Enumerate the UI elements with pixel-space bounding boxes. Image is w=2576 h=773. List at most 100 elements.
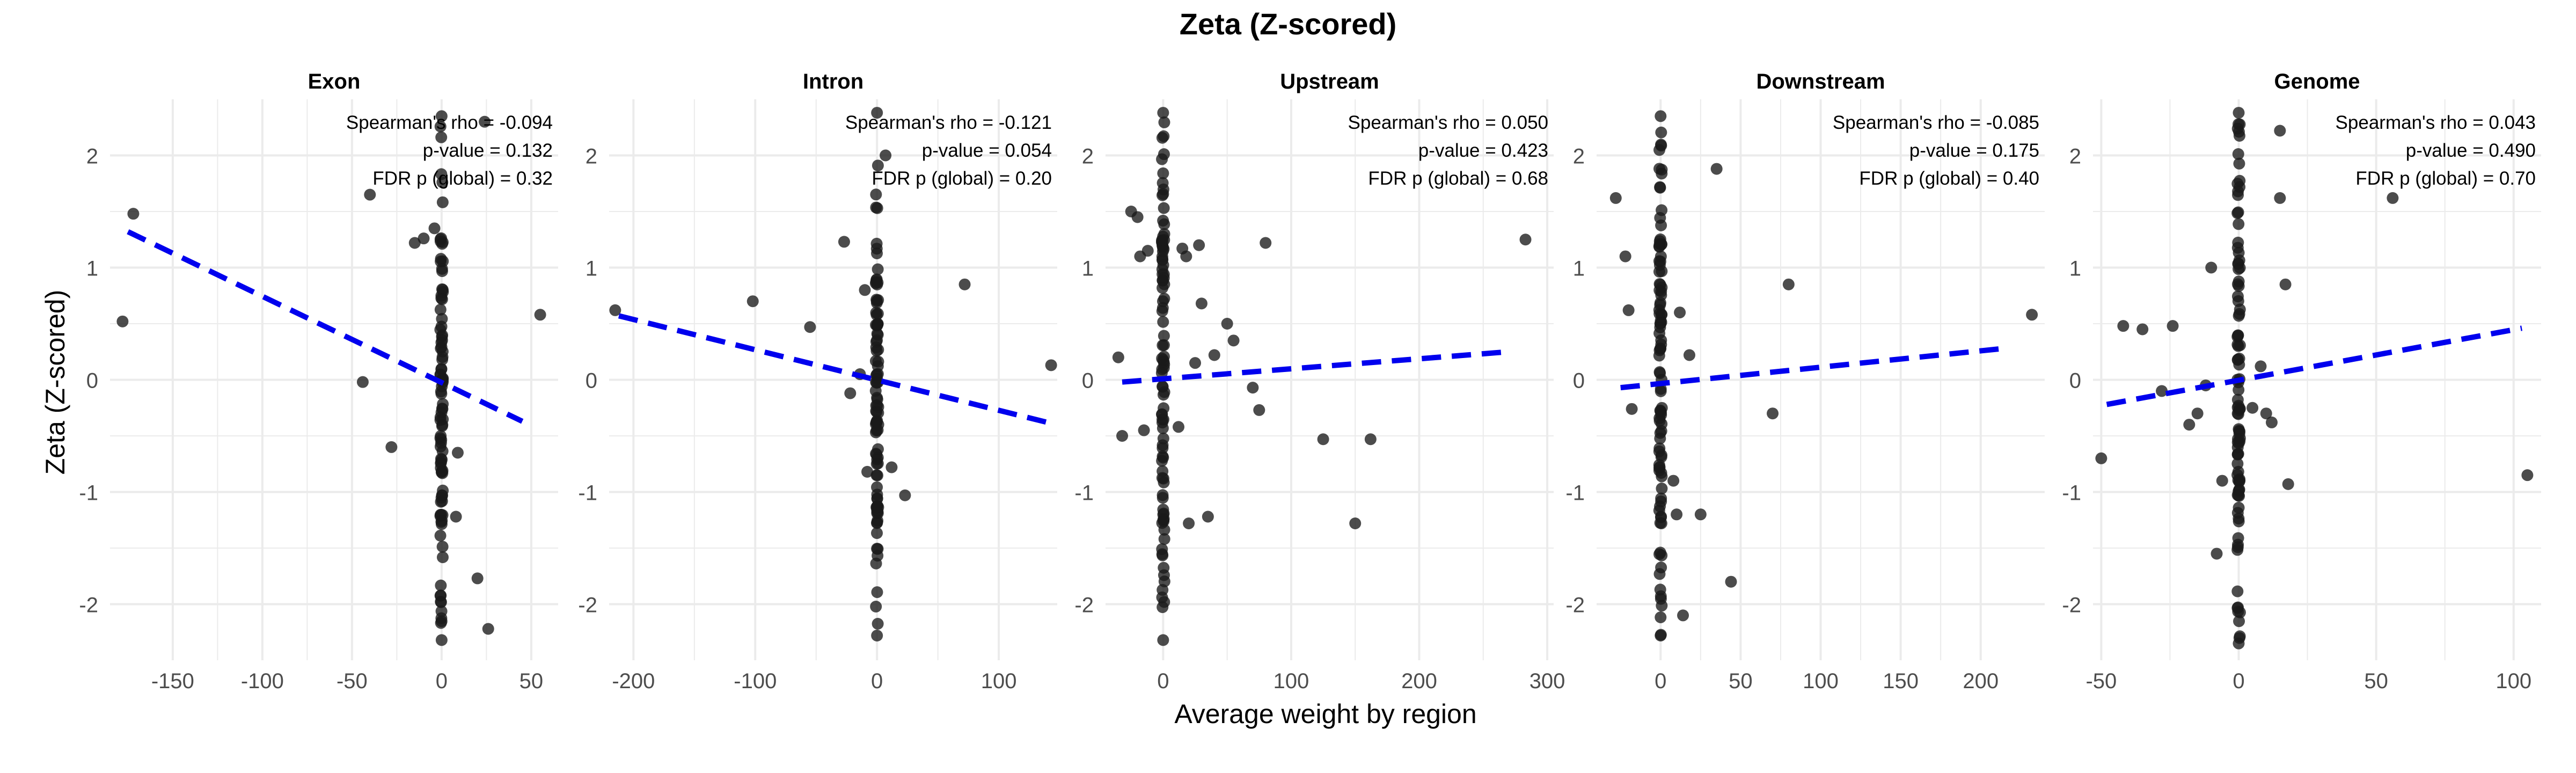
scatter-point [1157,316,1169,328]
scatter-point [1519,234,1532,246]
stat-annotation: p-value = 0.423 [1418,140,1548,161]
scatter-point [2232,206,2244,218]
scatter-point [870,448,882,460]
scatter-point [1157,177,1169,189]
stat-annotation: Spearman's rho = -0.094 [346,112,553,133]
scatter-point [871,630,883,642]
scatter-point [1157,601,1169,614]
panel-downstream: -2 -1 0 1 2 0 50 100 150 200 Downstream Spearman's … [1565,70,2045,693]
y-tick-label: -1 [1565,482,1585,505]
scatter-point [436,353,449,366]
scatter-point [861,465,874,478]
y-tick-label: 1 [1573,257,1585,281]
scatter-point [1141,245,1154,257]
scatter-point [2265,416,2278,428]
scatter-point [2234,475,2246,487]
scatter-point [436,495,448,507]
scatter-point [2521,469,2534,482]
scatter-point [870,188,882,201]
scatter-point [1183,517,1195,530]
scatter-point [871,488,883,501]
scatter-point [1221,318,1233,330]
x-axis-label: Average weight by region [1174,699,1476,729]
scatter-point [880,149,892,162]
scatter-point [435,518,448,530]
scatter-point [1116,430,1129,442]
panel-intron: -2 -1 0 1 2 -200 -100 0 100 Intron Spearman's rho … [578,70,1057,693]
scatter-point [1158,523,1170,536]
scatter-point [1157,167,1169,179]
scatter-point [1208,349,1220,361]
x-tick-label: -100 [241,669,284,693]
scatter-point [870,294,883,306]
scatter-point [1158,561,1170,574]
y-tick-label: 2 [2069,145,2081,169]
scatter-point [436,265,448,278]
scatter-point [2274,125,2286,137]
x-tick-label: 50 [2364,669,2388,693]
scatter-point [1247,382,1259,394]
scatter-point [436,551,449,564]
scatter-point [436,196,449,208]
scatter-point [870,243,883,255]
scatter-point [1656,483,1668,495]
scatter-point [1156,132,1168,144]
x-tick-label: 50 [1729,669,1753,693]
scatter-point [2167,320,2179,332]
scatter-point [1655,611,1667,624]
scatter-point [2211,548,2223,560]
x-tick-label: 150 [1883,669,1919,693]
scatter-point [1654,297,1666,309]
scatter-point [872,407,884,419]
scatter-point [471,572,484,585]
scatter-point [2136,323,2149,336]
scatter-point [2233,615,2245,628]
scatter-point [1671,508,1683,521]
scatter-point [418,232,430,245]
scatter-point [1156,417,1168,429]
scatter-point [435,579,447,592]
scatter-point [1189,357,1201,369]
scatter-point [1655,219,1667,231]
scatter-point [1656,204,1668,216]
panel-exon: -2 -1 0 1 2 -150 -100 -50 0 50 Exon Spearman's rho … [79,70,558,693]
scatter-point [2232,329,2244,341]
scatter-point [436,403,449,415]
scatter-point [2233,310,2245,322]
scatter-point [1157,634,1169,646]
scatter-point [1156,305,1168,317]
scatter-point [1655,451,1667,463]
stat-annotation: FDR p (global) = 0.40 [1859,168,2039,189]
scatter-point [2232,532,2244,544]
scatter-point [1317,433,1329,446]
scatter-point [2156,385,2168,397]
facet-title: Intron [803,70,863,93]
stat-annotation: FDR p (global) = 0.68 [1368,168,1548,189]
scatter-point [435,615,448,628]
scatter-point [435,110,448,122]
scatter-point [435,131,448,143]
scatter-point [871,527,883,539]
scatter-point [428,222,441,235]
scatter-point [1202,511,1214,523]
scatter-point [2117,320,2129,332]
scatter-point [1619,250,1631,262]
scatter-point [1655,334,1667,346]
panel-genome: -2 -1 0 1 2 -50 0 50 100 Genome Spearman's rho = 0… [2062,70,2541,693]
scatter-point [2279,278,2292,290]
scatter-point [1694,508,1707,521]
scatter-point [127,208,140,220]
scatter-point [1195,297,1208,310]
scatter-point [2231,290,2244,303]
scatter-point [435,320,448,333]
scatter-point [899,489,911,501]
x-tick-label: -200 [612,669,655,693]
x-tick-label: 100 [1274,669,1309,693]
scatter-point [1157,432,1169,444]
x-tick-label: 100 [1803,669,1839,693]
scatter-point [1655,561,1667,574]
scatter-point [2233,157,2245,170]
scatter-point [434,529,447,542]
